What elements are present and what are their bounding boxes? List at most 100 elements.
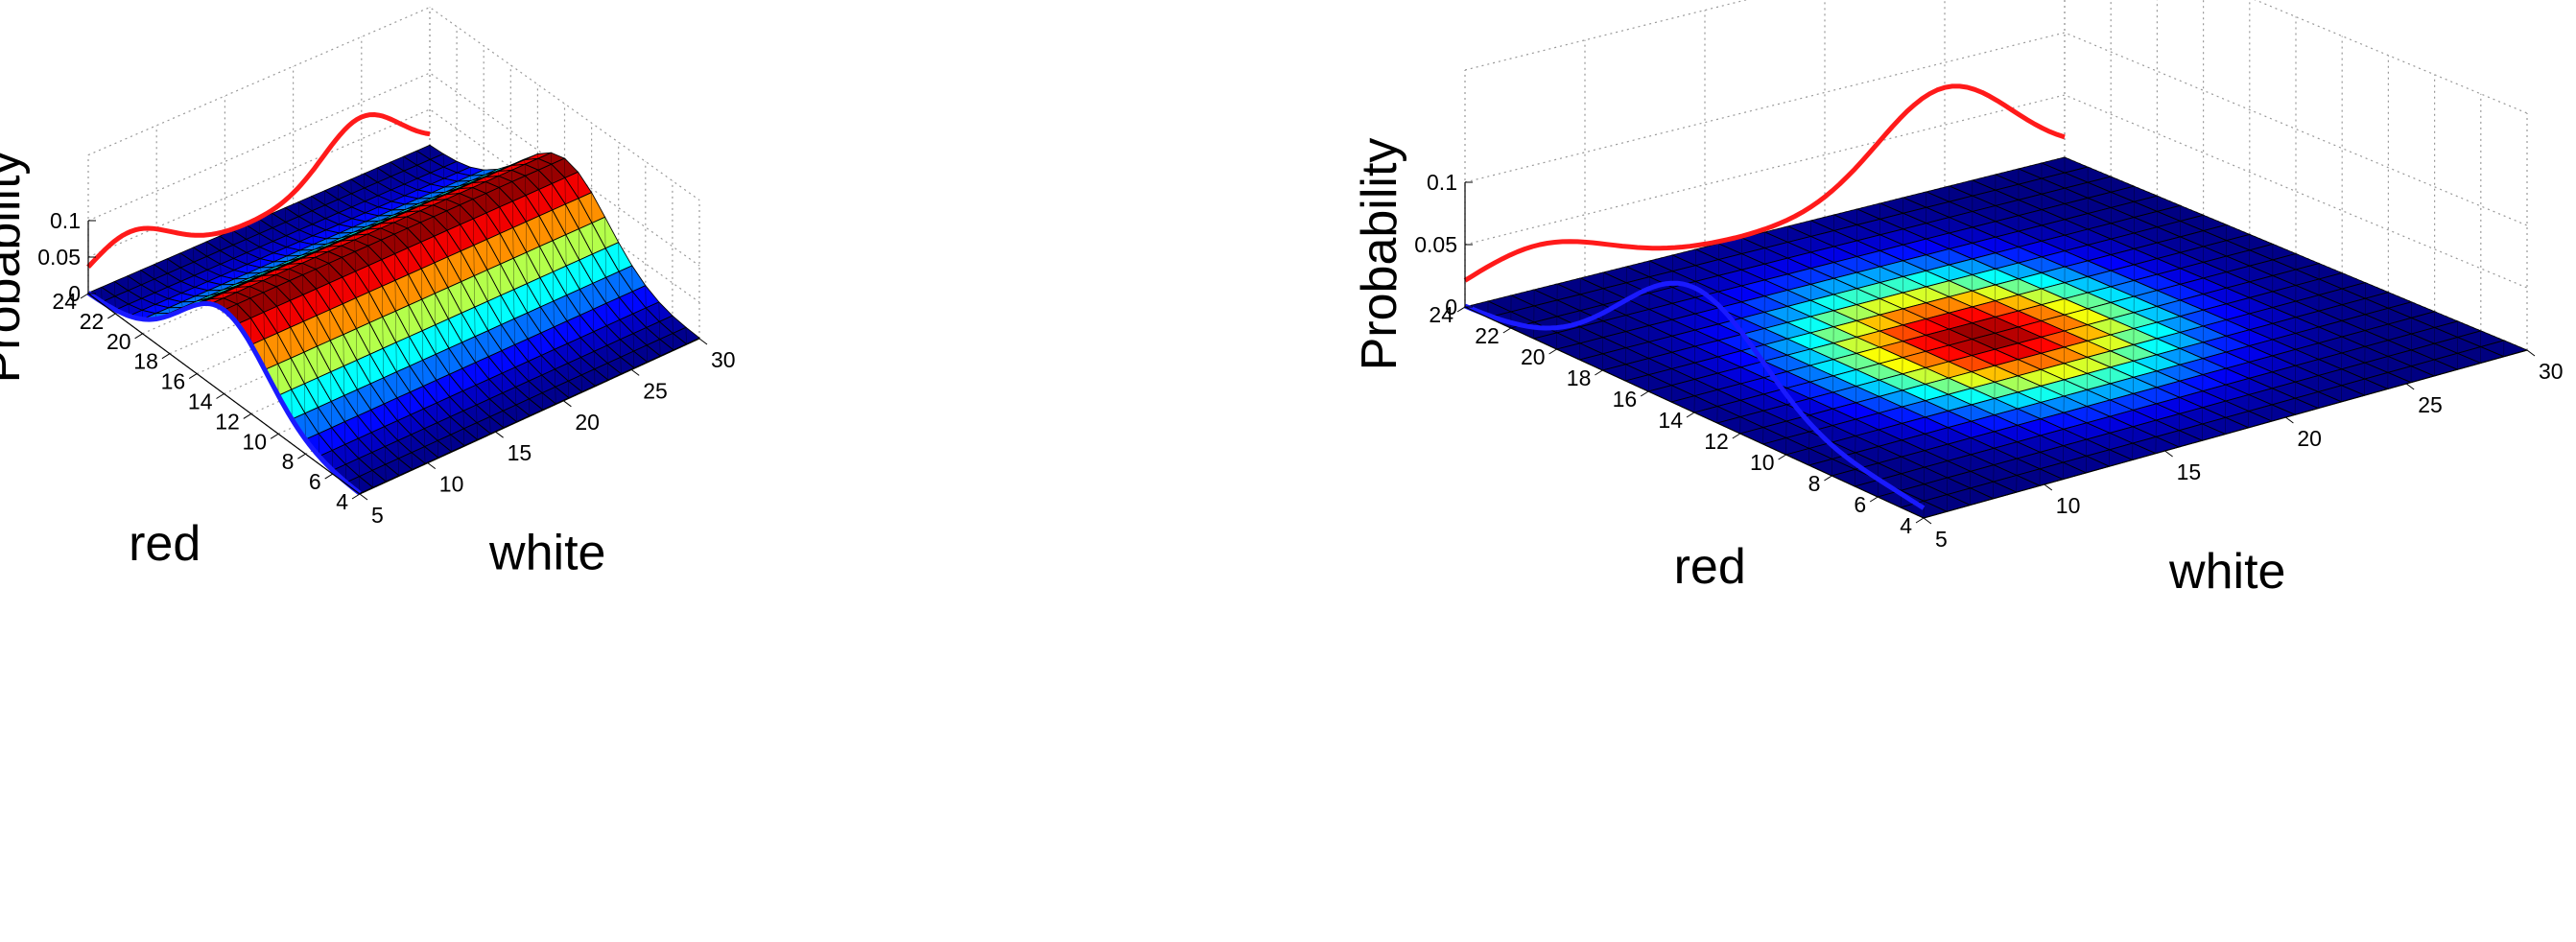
series-line-white-marginal (1463, 83, 2066, 283)
y-tick (324, 473, 333, 480)
y-tick (1548, 348, 1557, 355)
x-tick-label: 5 (1935, 527, 1948, 552)
y-tick-label: 14 (188, 389, 213, 414)
y-tick (1778, 454, 1786, 460)
y-tick (1640, 390, 1649, 397)
x-tick (698, 338, 708, 345)
x-axis-line (359, 338, 700, 495)
y-tick (1595, 369, 1603, 376)
x-tick (1923, 517, 1932, 525)
surface-diagonal (357, 415, 359, 439)
surface-diagonal (384, 446, 386, 465)
surface-diagonal (463, 428, 465, 446)
y-tick-label: 8 (1808, 471, 1821, 496)
surface-diagonal (331, 427, 333, 451)
marginal-curves (1463, 83, 2066, 510)
y-tick (1824, 475, 1832, 482)
y-tick-label: 12 (215, 409, 240, 434)
y-tick-label: 22 (80, 309, 105, 334)
y-tick (297, 453, 306, 459)
y-tick-label: 24 (1429, 302, 1453, 327)
surface-diagonal (437, 440, 438, 458)
series-line-red-marginal (86, 291, 362, 496)
surface-diagonal (371, 470, 373, 488)
y-tick (243, 412, 252, 419)
surface-diagonal (343, 395, 345, 422)
surface-diagonal (397, 420, 399, 441)
surface-diagonal (385, 464, 387, 482)
surface-diagonal (397, 440, 399, 459)
surface-diagonal (344, 421, 346, 445)
z-tick-label: 0.05 (1414, 232, 1457, 257)
y-tick-label: 20 (106, 329, 131, 354)
x-tick (2405, 383, 2415, 390)
y-tick (1686, 412, 1695, 418)
x-tick-label: 10 (439, 472, 464, 497)
surface-diagonal (423, 428, 425, 447)
z-tick-label: 0 (68, 281, 81, 306)
series-line-red-marginal (1464, 280, 1926, 510)
z-tick-label: 0.1 (50, 208, 81, 233)
x-axis-title: white (488, 526, 605, 581)
x-tick-label: 15 (508, 440, 532, 465)
y-tick-label: 14 (1658, 408, 1683, 433)
axis-titles: Probability red white (0, 151, 605, 581)
surface-diagonal (276, 333, 278, 365)
surface (1463, 156, 2529, 519)
y-tick (188, 373, 198, 380)
surface-diagonal (450, 435, 452, 452)
grid-line (87, 6, 700, 201)
y-tick-label: 22 (1475, 323, 1500, 348)
surface-diagonal (370, 432, 372, 453)
grid-line (1464, 0, 2528, 114)
y-axis-title: red (129, 516, 201, 572)
surface-diagonal (317, 377, 319, 408)
x-tick-label: 25 (643, 378, 668, 403)
y-tick-label: 18 (133, 349, 158, 374)
y-tick (161, 353, 171, 360)
x-tick (563, 400, 572, 408)
chart-right-svg: 51015202530468101214161820222400.050.1Pr… (1352, 0, 2564, 600)
chart-left-svg: 51015202530468101214161820222400.050.1Pr… (0, 6, 736, 581)
y-tick (1915, 517, 1925, 524)
x-tick (2044, 483, 2053, 491)
y-axis-title: red (1674, 539, 1746, 595)
surface-diagonal (291, 389, 293, 419)
surface-diagonal (358, 458, 360, 477)
surface-diagonal (358, 438, 360, 459)
y-tick-label: 12 (1704, 429, 1729, 454)
y-tick-label: 16 (1613, 387, 1638, 412)
x-tick (2526, 349, 2536, 357)
y-tick (80, 293, 89, 299)
y-tick-label: 8 (282, 449, 295, 474)
y-tick-label: 20 (1521, 344, 1546, 369)
y-tick (351, 493, 361, 500)
surface-diagonal (290, 358, 292, 390)
x-tick (495, 431, 504, 438)
x-axis-title: white (2168, 544, 2285, 600)
x-axis-line (1923, 349, 2528, 519)
surface-diagonal (357, 389, 359, 416)
surface-diagonal (304, 412, 306, 440)
x-tick (2285, 416, 2294, 424)
z-tick-label: 0.1 (1427, 170, 1457, 195)
y-tick (134, 333, 143, 340)
marginal-curves (86, 112, 431, 496)
y-tick (216, 393, 225, 399)
surface-diagonal (398, 459, 400, 476)
x-tick (427, 462, 437, 470)
x-tick-label: 5 (371, 503, 384, 528)
z-axis-title: Probability (1352, 138, 1407, 371)
chart-right: 5 10 15 20 25 30 4 6 8 10 12 14 16 18 20 22 24 0 0.05 0.1 Pr… (1286, 0, 2576, 942)
y-tick-label: 18 (1567, 365, 1592, 390)
x-tick-label: 10 (2056, 493, 2081, 518)
surface-diagonal (437, 422, 438, 441)
x-tick (359, 493, 368, 501)
z-axis-title: Probability (0, 151, 31, 384)
y-tick (270, 433, 279, 439)
x-tick (630, 368, 640, 376)
surface-diagonal (370, 410, 372, 433)
y-tick (1456, 306, 1466, 313)
